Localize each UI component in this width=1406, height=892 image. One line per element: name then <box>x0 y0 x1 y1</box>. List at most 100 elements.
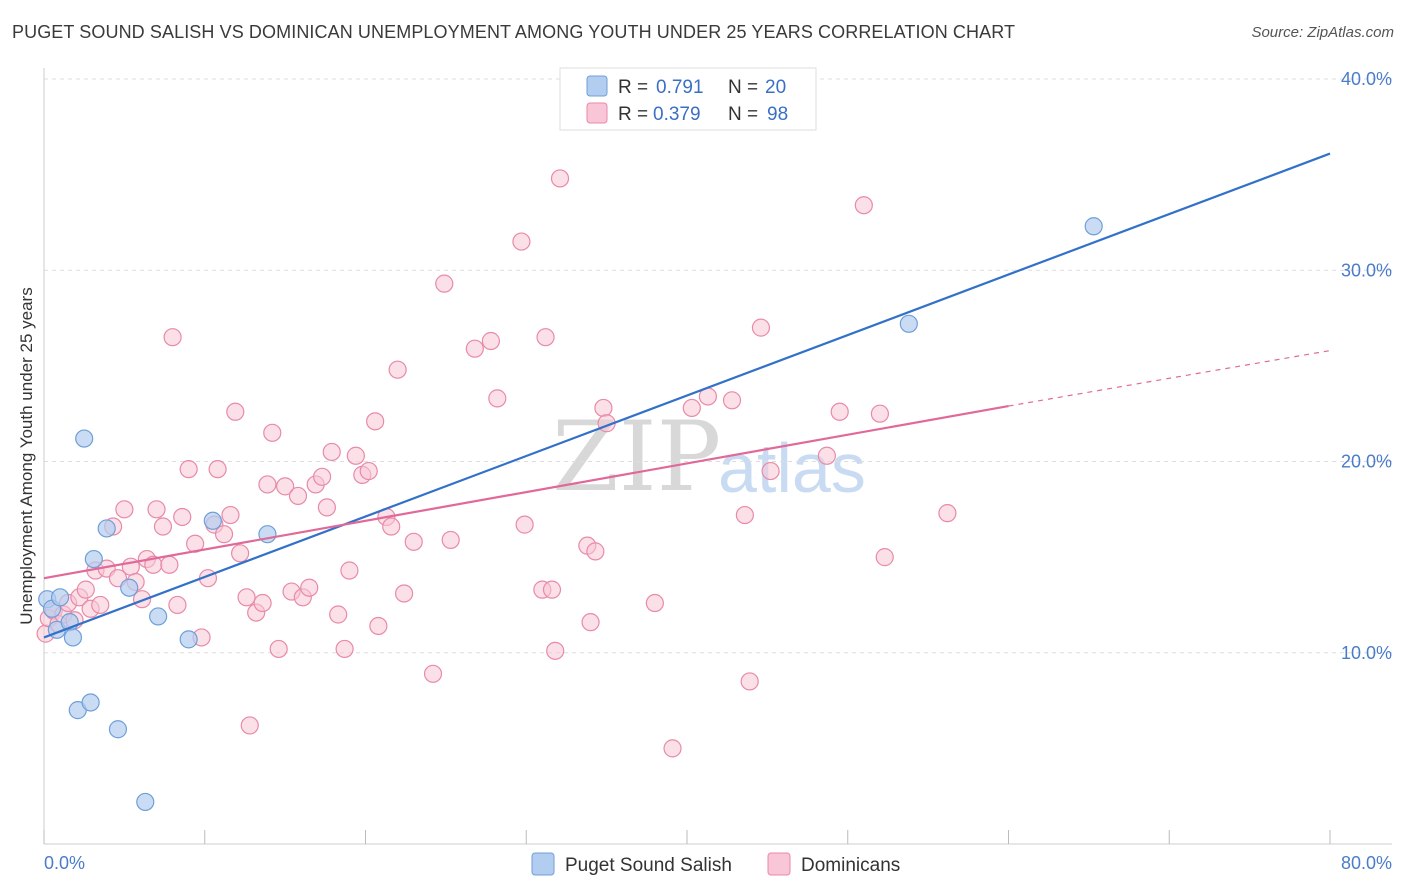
legend-swatch-pink <box>586 102 608 124</box>
trend-lines <box>43 152 1331 639</box>
puget-sound-salish-point <box>149 607 168 626</box>
dominicans-point <box>288 486 308 506</box>
dominicans-point <box>208 460 227 479</box>
dominicans-point <box>346 446 365 465</box>
axes <box>43 68 1392 845</box>
legend-r-label-1: R = <box>618 77 648 98</box>
dominicans-point <box>546 641 565 660</box>
dominicans-point <box>722 391 742 410</box>
dominicans-point <box>173 507 192 527</box>
dominicans-point <box>594 398 613 418</box>
dominicans-point <box>253 593 272 613</box>
dominicans-point <box>481 331 500 351</box>
dominicans-point <box>369 616 388 636</box>
dominicans-point <box>550 169 570 188</box>
dominicans-point <box>740 672 759 691</box>
series-legend: Puget Sound Salish Dominicans <box>531 852 900 876</box>
dominicans-point <box>751 318 771 337</box>
dominicans-point <box>258 475 277 494</box>
dominicans-point <box>542 580 562 599</box>
dominicans-point <box>735 505 754 525</box>
dominicans-point <box>132 590 152 609</box>
dominicans-point <box>276 477 295 496</box>
dominicans-point <box>830 402 849 421</box>
dominicans-point <box>536 328 555 347</box>
watermark-zip: ZIP <box>552 401 721 513</box>
source-credit: Source: ZipAtlas.com <box>1251 24 1394 41</box>
dominicans-point <box>153 517 173 536</box>
dominicans-point <box>340 561 359 580</box>
puget-sound-salish-point <box>75 429 94 448</box>
dominicans-point <box>226 402 245 421</box>
puget-sound-salish-point <box>97 519 116 538</box>
dominicans-point <box>160 555 179 574</box>
puget-sound-salish-point <box>899 314 918 333</box>
puget-sound-salish-point <box>120 578 139 597</box>
dominicans-point <box>581 613 600 632</box>
dominicans-point <box>817 446 836 465</box>
dominicans-point <box>394 584 414 603</box>
puget-sound-salish-point <box>81 693 100 712</box>
x-ticks <box>43 830 1331 844</box>
x-tick-label-max: 80.0% <box>1341 853 1392 873</box>
y-axis-label: Unemployment Among Youth under 25 years <box>17 287 36 624</box>
legend-swatch-blue <box>586 75 608 97</box>
dominicans-point <box>214 525 234 544</box>
dominicans-point <box>388 360 407 379</box>
legend-r-label-2: R = <box>618 104 648 125</box>
dominicans-point <box>870 404 890 423</box>
x-tick-label-min: 0.0% <box>44 853 85 873</box>
series-legend-label-blue: Puget Sound Salish <box>565 855 732 876</box>
dominicans-point <box>240 716 259 735</box>
puget-sound-salish-points <box>38 217 1103 812</box>
y-tick-label: 30.0% <box>1341 260 1392 280</box>
dominicans-point <box>938 504 957 523</box>
dominicans-point <box>115 500 134 519</box>
puget-sound-salish-point <box>203 511 222 530</box>
dominicans-point <box>147 500 166 519</box>
dominicans-point <box>515 515 534 534</box>
legend-r-value-1: 0.791 <box>656 77 704 98</box>
dominicans-trendline <box>43 404 1009 580</box>
y-tick-label: 20.0% <box>1341 452 1392 472</box>
dominicans-point <box>382 517 401 536</box>
dominicans-point <box>682 398 701 418</box>
puget-sound-salish-point <box>50 588 70 607</box>
y-tick-label: 10.0% <box>1341 643 1392 663</box>
dominicans-point <box>359 461 378 481</box>
dominicans-point <box>761 461 780 481</box>
dominicans-point <box>163 328 182 347</box>
watermark: ZIP atlas <box>552 401 866 513</box>
puget-sound-salish-point <box>63 628 83 647</box>
dominicans-point <box>179 460 198 479</box>
puget-sound-salish-trendline <box>43 152 1331 639</box>
series-legend-swatch-blue <box>531 852 555 876</box>
y-tick-labels: 10.0% 20.0% 30.0% 40.0% <box>1341 69 1392 663</box>
series-legend-swatch-pink <box>767 852 791 876</box>
dominicans-point <box>300 578 319 597</box>
dominicans-point <box>237 588 256 607</box>
dominicans-point <box>231 544 250 563</box>
dominicans-point <box>404 532 423 551</box>
series-legend-label-pink: Dominicans <box>801 855 900 876</box>
puget-sound-salish-point <box>179 630 198 649</box>
dominicans-point <box>854 196 873 215</box>
dominicans-point <box>423 664 443 683</box>
dominicans-point <box>645 593 664 613</box>
dominicans-point <box>512 232 531 251</box>
dominicans-trendline-extension <box>1008 349 1331 407</box>
dominicans-point <box>335 639 354 659</box>
dominicans-point <box>465 339 484 358</box>
dominicans-point <box>441 530 460 550</box>
correlation-legend: R = 0.791 N = 20 R = 0.379 N = 98 <box>559 67 817 131</box>
dominicans-point <box>317 498 337 517</box>
dominicans-point <box>263 423 282 442</box>
legend-n-label-1: N = <box>728 77 758 98</box>
dominicans-point <box>312 467 332 486</box>
dominicans-point <box>269 639 288 659</box>
puget-sound-salish-point <box>1084 217 1103 236</box>
dominicans-point <box>322 442 341 462</box>
dominicans-point <box>76 580 95 599</box>
legend-n-label-2: N = <box>728 104 758 125</box>
